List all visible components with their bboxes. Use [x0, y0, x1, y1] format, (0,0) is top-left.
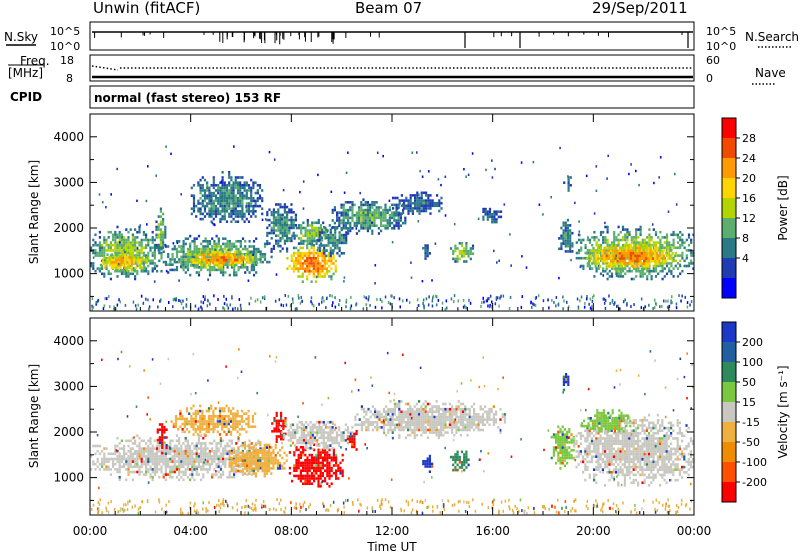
power-colorbar-swatch — [722, 258, 736, 279]
velocity-colorbar-label: Velocity [m s⁻¹] — [776, 365, 790, 458]
power-colorbar-swatch — [722, 178, 736, 199]
nsearch-label: N.Search — [745, 30, 800, 44]
velocity-colorbar-swatch — [722, 402, 736, 423]
velocity-colorbar-tick: 100 — [742, 356, 763, 369]
power-ytick-4000: 4000 — [53, 130, 84, 144]
nave-tick-bottom: 0 — [706, 72, 713, 85]
nsky-tick-top-right: 10^5 — [706, 25, 736, 38]
velocity-colorbar-swatch — [722, 462, 736, 483]
nsky-tick-top: 10^5 — [50, 25, 80, 38]
power-ylabel: Slant Range [km] — [27, 160, 41, 264]
x-tick-label: 08:00 — [274, 524, 309, 538]
velocity-colorbar-tick: 200 — [742, 336, 763, 349]
power-ytick-3000: 3000 — [53, 175, 84, 189]
power-colorbar: 28 24 20 16 12 8 4 Power [dB] — [721, 117, 790, 299]
velocity-panel: 1000 2000 3000 4000 Slant Range [km] 00:00 0… — [27, 114, 790, 554]
date-title: 29/Sep/2011 — [592, 0, 688, 17]
power-colorbar-swatch — [722, 198, 736, 219]
station-title: Unwin (fitACF) — [93, 0, 201, 17]
cpid-label: CPID — [10, 90, 43, 104]
power-colorbar-swatch — [722, 278, 736, 299]
power-colorbar-tick: 24 — [742, 152, 756, 165]
power-colorbar-tick: 20 — [742, 172, 756, 185]
power-colorbar-swatch — [722, 158, 736, 179]
x-tick-label: 12:00 — [375, 524, 410, 538]
power-panel: 1000 2000 3000 4000 Slant Range [km] 28 24 20… — [27, 113, 790, 312]
x-tick-label: 00:00 — [677, 524, 712, 538]
velocity-ytick-4000: 4000 — [53, 334, 84, 348]
velocity-ytick-3000: 3000 — [53, 379, 84, 393]
velocity-colorbar-tick: 50 — [742, 376, 756, 389]
power-colorbar-tick: 16 — [742, 192, 756, 205]
velocity-colorbar-tick: -100 — [742, 456, 767, 469]
velocity-colorbar-tick: -200 — [742, 476, 767, 489]
power-colorbar-label: Power [dB] — [776, 175, 790, 240]
velocity-colorbar-tick: 15 — [742, 396, 756, 409]
nave-tick-top: 60 — [706, 54, 720, 67]
nsky-label: N.Sky — [4, 30, 39, 44]
x-tick-label: 00:00 — [73, 524, 108, 538]
power-colorbar-swatch — [722, 218, 736, 239]
x-tick-label: 20:00 — [576, 524, 611, 538]
nsky-panel: 10^5 10^0 10^5 10^0 — [6, 21, 792, 53]
velocity-ytick-2000: 2000 — [53, 425, 84, 439]
beam-title: Beam 07 — [355, 0, 423, 17]
power-colorbar-tick: 8 — [742, 232, 749, 245]
freq-unit: [MHz] — [8, 66, 44, 80]
power-colorbar-tick: 4 — [742, 252, 749, 265]
velocity-colorbar-swatch — [722, 322, 736, 343]
freq-panel: 18 8 60 0 — [8, 54, 776, 85]
velocity-colorbar-swatch — [722, 422, 736, 443]
cpid-panel: normal (fast stereo) 153 RF — [89, 85, 695, 109]
power-colorbar-tick: 28 — [742, 132, 756, 145]
nave-label: Nave — [755, 66, 786, 80]
power-colorbar-swatch — [722, 138, 736, 159]
freq-tick-bottom: 8 — [66, 72, 73, 85]
cpid-text: normal (fast stereo) 153 RF — [94, 91, 281, 105]
velocity-colorbar-swatch — [722, 362, 736, 383]
power-colorbar-swatch — [722, 118, 736, 139]
velocity-ylabel: Slant Range [km] — [27, 364, 41, 468]
power-colorbar-swatch — [722, 238, 736, 259]
velocity-ytick-1000: 1000 — [53, 471, 84, 485]
x-axis-label: Time UT — [366, 540, 417, 554]
x-tick-label: 16:00 — [475, 524, 510, 538]
velocity-colorbar-tick: -50 — [742, 436, 760, 449]
freq-tick-top: 18 — [60, 54, 74, 67]
power-ytick-1000: 1000 — [53, 267, 84, 281]
power-colorbar-tick: 12 — [742, 212, 756, 225]
velocity-colorbar-swatch — [722, 482, 736, 503]
velocity-colorbar-swatch — [722, 342, 736, 363]
velocity-colorbar-swatch — [722, 442, 736, 463]
velocity-colorbar-swatch — [722, 382, 736, 403]
nsky-tick-bottom: 10^0 — [50, 40, 80, 53]
power-ytick-2000: 2000 — [53, 221, 84, 235]
velocity-colorbar-tick: -15 — [742, 416, 760, 429]
nsky-trace — [92, 31, 693, 48]
nsky-tick-bottom-right: 10^0 — [706, 40, 736, 53]
velocity-colorbar: 200 100 50 15 -15 -50 -100 -200 Velocity [m s⁻¹] — [721, 321, 790, 503]
x-tick-label: 04:00 — [173, 524, 208, 538]
